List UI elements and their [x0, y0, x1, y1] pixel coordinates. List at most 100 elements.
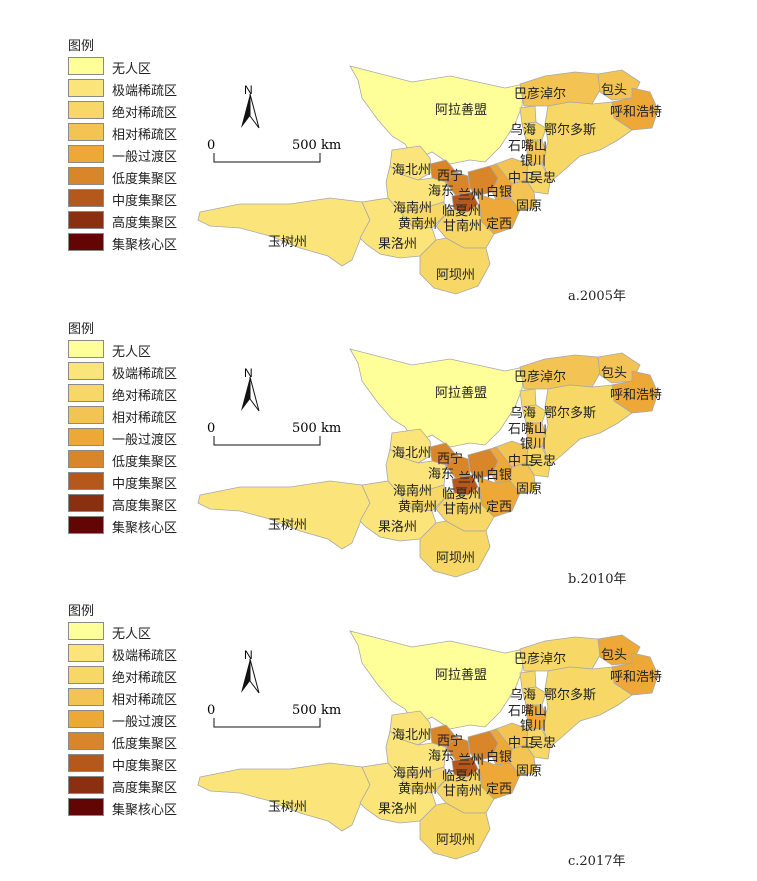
north-arrow-icon: N	[241, 366, 260, 412]
region-label-zhongwei: 中卫	[508, 171, 534, 186]
scale-bar: 0 500 km	[207, 421, 341, 446]
legend-swatch	[68, 362, 104, 380]
legend-label: 一般过渡区	[112, 715, 178, 730]
region-aba	[419, 237, 491, 295]
region-label-zhongwei: 中卫	[508, 454, 534, 469]
region-label-shizuishan: 石嘴山	[508, 139, 547, 154]
region-label-shizuishan: 石嘴山	[508, 422, 547, 437]
legend-swatch	[68, 494, 104, 512]
legend-label: 相对稀疏区	[112, 693, 178, 708]
legend-label: 集聚核心区	[112, 238, 178, 253]
region-label-xining: 西宁	[437, 451, 463, 467]
region-gannan	[435, 203, 495, 249]
legend-swatch	[68, 189, 104, 207]
region-label-yushu: 玉树州	[268, 800, 307, 815]
legend-swatch	[68, 622, 104, 640]
map-regions	[197, 348, 659, 578]
region-label-shizuishan: 石嘴山	[508, 704, 547, 719]
region-label-haibei: 海北州	[392, 163, 431, 178]
scale-end: 500 km	[292, 703, 341, 718]
region-label-yushu: 玉树州	[268, 235, 307, 250]
region-label-golog: 果洛州	[378, 237, 417, 252]
region-label-hainan: 海南州	[393, 483, 432, 499]
region-label-dingxi: 定西	[486, 500, 512, 515]
region-label-ordos: 鄂尔多斯	[544, 122, 596, 138]
region-wuhai	[519, 670, 537, 690]
north-arrow-icon: N	[241, 648, 260, 694]
region-yushu	[197, 480, 371, 550]
region-label-ordos: 鄂尔多斯	[544, 405, 596, 421]
scale-bar: 0 500 km	[207, 138, 341, 163]
legend-label: 极端稀疏区	[112, 649, 178, 664]
region-gannan	[435, 486, 495, 532]
region-label-hainan: 海南州	[393, 200, 432, 216]
region-label-wuhai: 乌海	[510, 687, 536, 703]
region-label-baotou: 包头	[601, 366, 627, 381]
legend-swatch	[68, 340, 104, 358]
region-ordos	[541, 384, 633, 466]
legend-title: 图例	[68, 322, 95, 337]
legend-swatch	[68, 167, 104, 185]
legend-swatch	[68, 384, 104, 402]
north-label: N	[244, 648, 253, 662]
legend-swatch	[68, 732, 104, 750]
legend-title: 图例	[68, 604, 95, 619]
region-label-wuzhong: 吴忠	[530, 736, 556, 751]
legend-label: 绝对稀疏区	[112, 106, 178, 121]
region-label-yinchuan: 银川	[520, 437, 546, 452]
legend-label: 中度集聚区	[112, 477, 178, 492]
legend-swatch	[68, 516, 104, 534]
region-label-gannan: 甘南州	[443, 783, 482, 799]
region-label-bayannur: 巴彦淖尔	[514, 86, 566, 102]
legend-swatch	[68, 798, 104, 816]
region-label-haibei: 海北州	[392, 728, 431, 743]
region-ordos	[541, 101, 633, 183]
region-label-hohhot: 呼和浩特	[610, 388, 662, 403]
region-label-yushu: 玉树州	[268, 518, 307, 533]
legend-swatch	[68, 123, 104, 141]
region-label-wuhai: 乌海	[510, 122, 536, 138]
region-alashan	[349, 348, 525, 448]
legend-swatch	[68, 57, 104, 75]
region-label-baotou: 包头	[601, 648, 627, 663]
legend-swatch	[68, 145, 104, 163]
region-label-haidong: 海东	[428, 184, 454, 199]
map-regions	[197, 630, 659, 860]
region-wuhai	[519, 105, 537, 125]
legend-swatch	[68, 233, 104, 251]
region-shizuishan	[521, 121, 547, 141]
region-label-golog: 果洛州	[378, 802, 417, 817]
legend-swatch	[68, 101, 104, 119]
legend-label: 高度集聚区	[112, 216, 178, 231]
region-label-zhongwei: 中卫	[508, 736, 534, 751]
legend-swatch	[68, 754, 104, 772]
scale-end: 500 km	[292, 421, 341, 436]
scale-start: 0	[207, 703, 215, 718]
legend-label: 相对稀疏区	[112, 411, 178, 426]
legend-swatch	[68, 644, 104, 662]
region-gannan	[435, 768, 495, 814]
legend-swatch	[68, 450, 104, 468]
legend-label: 高度集聚区	[112, 781, 178, 796]
legend-label: 绝对稀疏区	[112, 671, 178, 686]
panel-caption: a.2005年	[568, 289, 626, 304]
legend-label: 相对稀疏区	[112, 128, 178, 143]
region-yushu	[197, 197, 371, 267]
region-shizuishan	[521, 686, 547, 706]
region-yushu	[197, 762, 371, 832]
region-label-baiyin: 白银	[486, 749, 512, 765]
region-label-ordos: 鄂尔多斯	[544, 687, 596, 703]
panel-caption: b.2010年	[568, 572, 627, 587]
region-label-baiyin: 白银	[486, 467, 512, 483]
map-regions	[197, 65, 659, 295]
region-label-guyuan: 固原	[516, 199, 542, 214]
region-bayannur	[519, 354, 601, 390]
region-label-baiyin: 白银	[486, 184, 512, 200]
legend-swatch	[68, 776, 104, 794]
legend-label: 集聚核心区	[112, 803, 178, 818]
